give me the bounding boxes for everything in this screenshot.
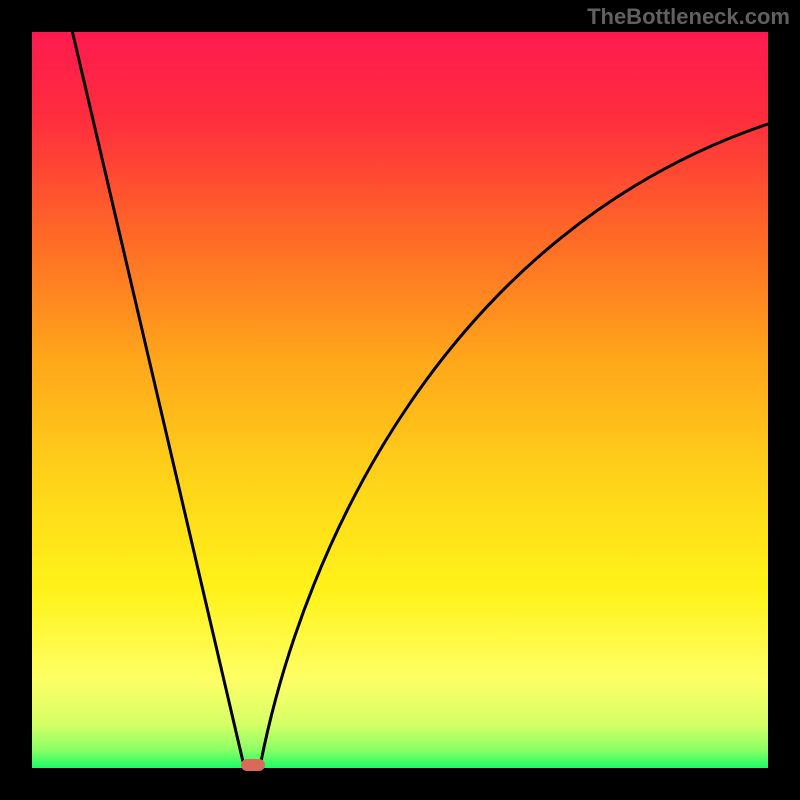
chart-container: TheBottleneck.com bbox=[0, 0, 800, 800]
curve-layer bbox=[0, 0, 800, 800]
minimum-marker bbox=[241, 759, 265, 771]
bottleneck-curve bbox=[72, 32, 768, 766]
watermark-label: TheBottleneck.com bbox=[587, 4, 790, 30]
